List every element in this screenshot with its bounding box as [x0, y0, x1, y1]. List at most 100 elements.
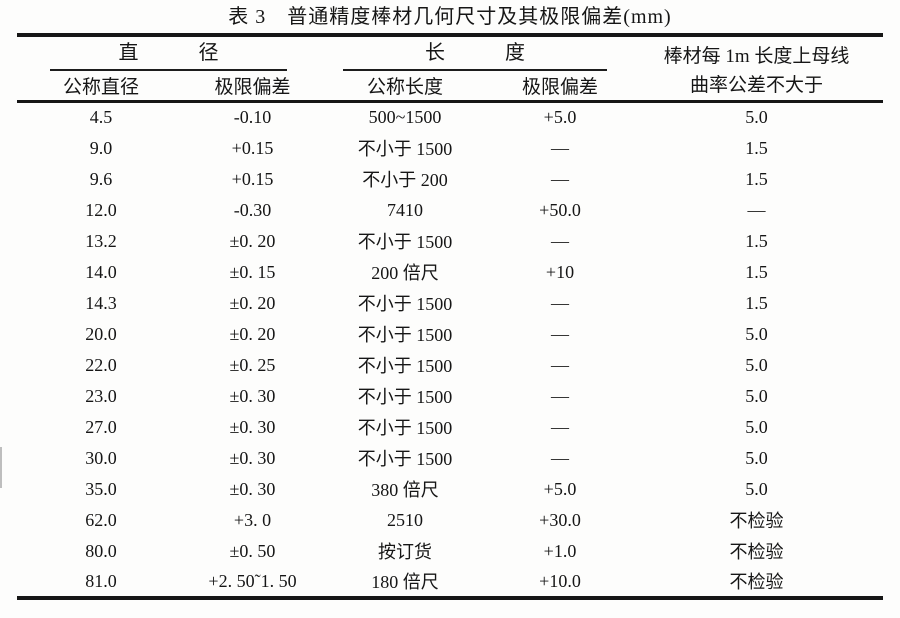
table-cell: -0.30 [233, 199, 272, 220]
table-cell: 5.0 [745, 354, 768, 375]
table-row: 9.6 +0.15 不小于 200 — 1.5 [17, 164, 883, 195]
scan-artifact-mark [0, 447, 2, 488]
table-cell: ±0. 30 [229, 416, 276, 437]
table-cell: — [551, 416, 569, 437]
table-cell: +0.15 [231, 168, 274, 189]
table-cell: 14.0 [85, 261, 117, 282]
table-cell: +1.0 [543, 540, 577, 561]
column-group-length: 长 度 [320, 35, 630, 72]
table-cell: 20.0 [85, 323, 117, 344]
table-cell: 22.0 [85, 354, 117, 375]
table-cell: 13.2 [85, 230, 117, 251]
table-cell: +5.0 [543, 107, 577, 128]
table-cell: -0.10 [233, 107, 272, 128]
table-row: 81.0 +2. 50˜1. 50 180 倍尺 +10.0 不检验 [17, 567, 883, 598]
table-row: 13.2 ±0. 20 不小于 1500 — 1.5 [17, 226, 883, 257]
table-cell: 不小于 1500 [357, 356, 453, 376]
table-cell: 不小于 200 [362, 170, 448, 190]
bar-tolerance-table: 直 径 长 度 棒材每 1m 长度上母线 曲率公差不大于 公称直径 极限偏差 公… [17, 33, 883, 600]
table-cell: 14.3 [85, 292, 117, 313]
table-cell: 80.0 [85, 540, 117, 561]
table-cell: ±0. 30 [229, 385, 276, 406]
table-cell: 35.0 [85, 478, 117, 499]
subheader-diameter-deviation: 极限偏差 [214, 77, 291, 99]
table-cell: 不小于 1500 [357, 418, 453, 438]
table-cell: 30.0 [85, 447, 117, 468]
table-cell: 2510 [387, 509, 423, 530]
header-sub-row: 公称直径 极限偏差 公称长度 极限偏差 [17, 71, 883, 101]
table-cell: 12.0 [85, 199, 117, 220]
table-cell: +5.0 [543, 478, 577, 499]
table-cell: ±0. 50 [229, 540, 276, 561]
table-row: 27.0 ±0. 30 不小于 1500 — 5.0 [17, 412, 883, 443]
table-cell: 5.0 [745, 107, 768, 128]
table-row: 12.0 -0.30 7410 +50.0 — [17, 195, 883, 226]
table-cell: ±0. 30 [229, 447, 276, 468]
table-cell: ±0. 30 [229, 478, 276, 499]
table-row: 35.0 ±0. 30 380 倍尺 +5.0 5.0 [17, 474, 883, 505]
table-row: 80.0 ±0. 50 按订货 +1.0 不检验 [17, 536, 883, 567]
table-cell: +2. 50˜1. 50 [208, 570, 297, 591]
column-header-curvature: 棒材每 1m 长度上母线 曲率公差不大于 [630, 35, 883, 102]
table-cell: 9.0 [89, 137, 113, 158]
table-cell: — [551, 354, 569, 375]
length-group-label: 长 度 [343, 42, 607, 72]
table-cell: 27.0 [85, 416, 117, 437]
table-cell: 不检验 [729, 572, 784, 592]
table-cell: 不小于 1500 [357, 325, 453, 345]
table-cell: 不检验 [729, 511, 784, 531]
table-cell: 81.0 [85, 570, 117, 591]
table-row: 30.0 ±0. 30 不小于 1500 — 5.0 [17, 443, 883, 474]
table-cell: — [551, 230, 569, 251]
table-cell: 9.6 [89, 168, 113, 189]
table-cell: +3. 0 [233, 509, 272, 530]
table-cell: 380 倍尺 [371, 480, 439, 500]
table-row: 14.0 ±0. 15 200 倍尺 +10 1.5 [17, 257, 883, 288]
table-cell: 5.0 [745, 478, 768, 499]
table-cell: 不小于 1500 [357, 294, 453, 314]
table-row: 22.0 ±0. 25 不小于 1500 — 5.0 [17, 350, 883, 381]
table-row: 23.0 ±0. 30 不小于 1500 — 5.0 [17, 381, 883, 412]
table-cell: — [551, 168, 569, 189]
table-cell: 200 倍尺 [371, 263, 439, 283]
table-cell: 7410 [387, 199, 423, 220]
table-cell: ±0. 20 [229, 230, 276, 251]
column-group-diameter: 直 径 [17, 35, 320, 72]
table-row: 4.5 -0.10 500~1500 +5.0 5.0 [17, 102, 883, 133]
table-cell: 不小于 1500 [357, 387, 453, 407]
table-cell: — [551, 385, 569, 406]
table-cell: +10.0 [539, 570, 581, 591]
table-cell: 不小于 1500 [357, 449, 453, 469]
table-cell: ±0. 20 [229, 323, 276, 344]
table-cell: 5.0 [745, 323, 768, 344]
subheader-nominal-length: 公称长度 [366, 77, 443, 99]
table-cell: — [551, 447, 569, 468]
table-cell: 4.5 [89, 107, 113, 128]
table-cell: 1.5 [745, 261, 768, 282]
table-cell: — [551, 137, 569, 158]
table-cell: 62.0 [85, 509, 117, 530]
table-cell: 5.0 [745, 416, 768, 437]
curvature-header-line1: 棒材每 1m 长度上母线 [663, 46, 850, 67]
table-cell: +0.15 [231, 137, 274, 158]
table-cell: 按订货 [378, 542, 432, 562]
table-cell: 不检验 [729, 542, 784, 562]
table-cell: 5.0 [745, 447, 768, 468]
table-cell: +10 [545, 261, 575, 282]
table-cell: — [551, 292, 569, 313]
subheader-nominal-diameter: 公称直径 [62, 77, 139, 99]
table-cell: 1.5 [745, 292, 768, 313]
table-cell: 1.5 [745, 168, 768, 189]
table-cell: 不小于 1500 [357, 139, 453, 159]
table-cell: 1.5 [745, 137, 768, 158]
table-cell: +50.0 [539, 199, 581, 220]
subheader-length-deviation: 极限偏差 [521, 77, 598, 99]
table-title: 表 3 普通精度棒材几何尺寸及其极限偏差(mm) [228, 6, 672, 28]
table-cell: 不小于 1500 [357, 232, 453, 252]
table-cell: +30.0 [539, 509, 581, 530]
table-cell: 1.5 [745, 230, 768, 251]
table-cell: ±0. 15 [229, 261, 276, 282]
table-cell: ±0. 25 [229, 354, 276, 375]
table-row: 20.0 ±0. 20 不小于 1500 — 5.0 [17, 319, 883, 350]
